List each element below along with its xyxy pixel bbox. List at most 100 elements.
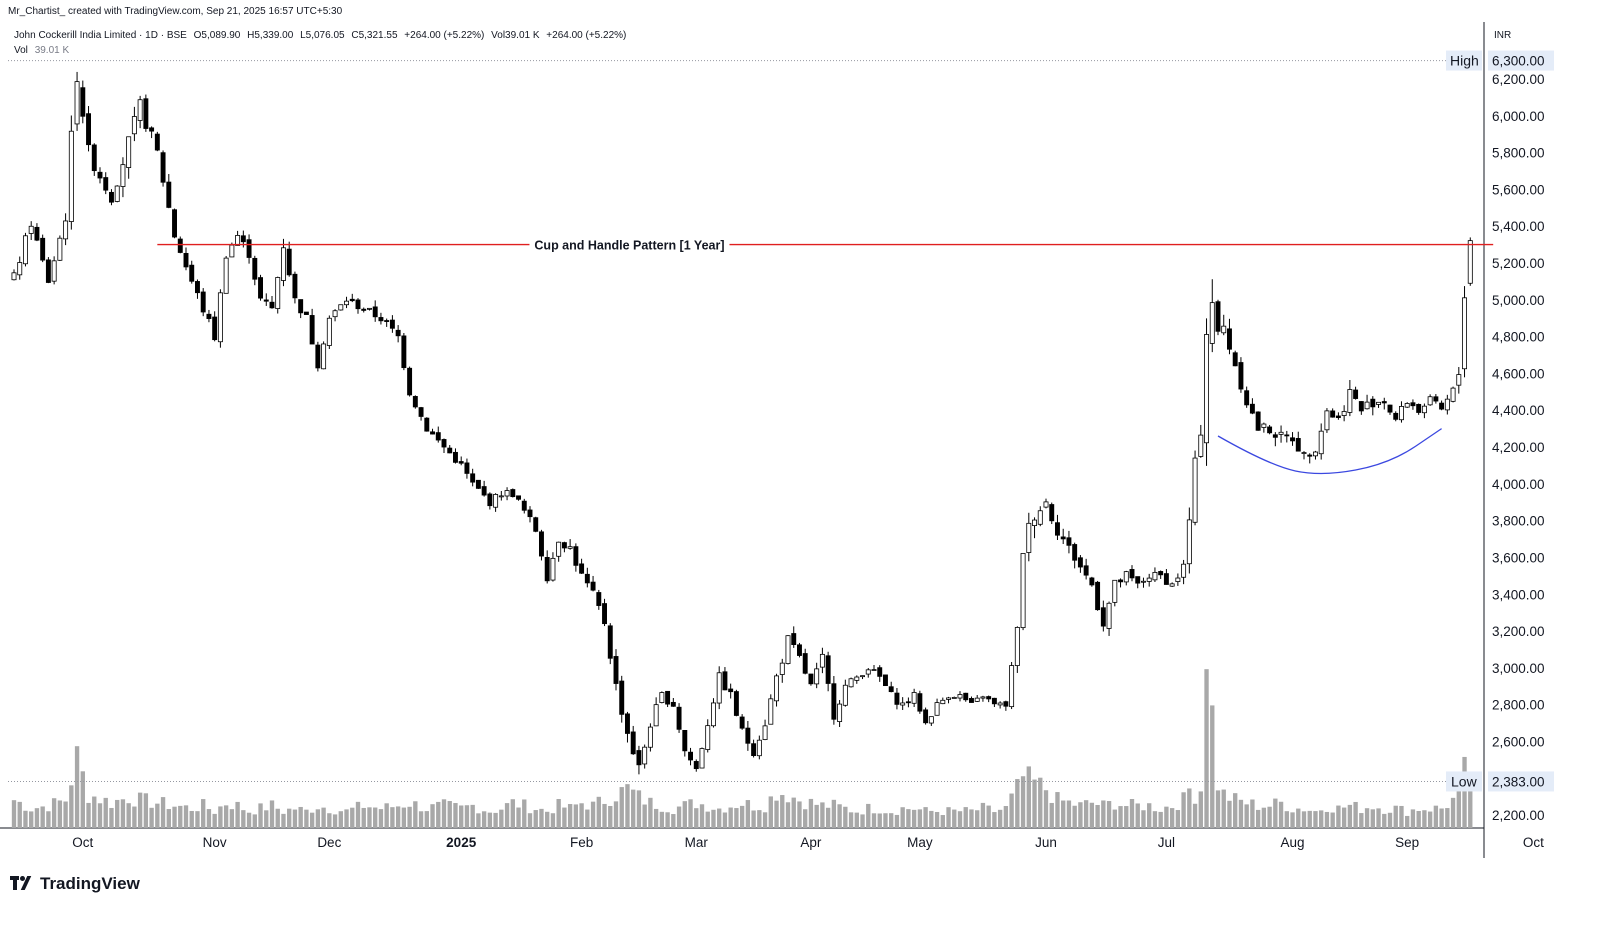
candle-up[interactable] [1404, 403, 1410, 408]
candle-up[interactable] [1376, 401, 1381, 405]
candle-down[interactable] [636, 750, 642, 766]
candle-down[interactable] [1267, 426, 1273, 434]
candle-down[interactable] [103, 177, 109, 191]
candle-down[interactable] [349, 298, 355, 302]
candle-down[interactable] [894, 692, 900, 705]
candle-up[interactable] [940, 699, 946, 705]
candle-down[interactable] [986, 696, 992, 700]
candle-up[interactable] [1198, 434, 1204, 457]
candle-down[interactable] [86, 113, 91, 146]
candle-down[interactable] [412, 396, 418, 408]
currency-label[interactable]: INR [1494, 30, 1512, 41]
candle-up[interactable] [848, 678, 854, 688]
candle-up[interactable] [17, 262, 23, 276]
candle-down[interactable] [808, 673, 814, 685]
candle-down[interactable] [1387, 404, 1393, 413]
candle-up[interactable] [229, 244, 235, 258]
candle-up[interactable] [556, 541, 562, 557]
candle-down[interactable] [584, 573, 590, 584]
candle-down[interactable] [212, 316, 218, 341]
candle-down[interactable] [269, 301, 275, 309]
candle-down[interactable] [1003, 701, 1009, 707]
candle-down[interactable] [464, 462, 470, 474]
candle-down[interactable] [1358, 401, 1364, 412]
candle-up[interactable] [68, 130, 74, 222]
candle-up[interactable] [785, 635, 791, 664]
candle-down[interactable] [1163, 573, 1169, 585]
candle-up[interactable] [951, 697, 957, 699]
candle-up[interactable] [768, 698, 774, 725]
candle-up[interactable] [1009, 665, 1015, 708]
candle-down[interactable] [384, 320, 390, 322]
candle-down[interactable] [481, 486, 487, 496]
candle-up[interactable] [332, 310, 338, 318]
candle-down[interactable] [1060, 536, 1066, 540]
candle-down[interactable] [1095, 581, 1101, 611]
candle-up[interactable] [865, 669, 871, 675]
candle-up[interactable] [974, 697, 980, 702]
candle-up[interactable] [705, 725, 711, 750]
candle-down[interactable] [172, 209, 177, 238]
candle-up[interactable] [1221, 325, 1227, 334]
candle-up[interactable] [1037, 510, 1043, 525]
candle-up[interactable] [120, 164, 126, 187]
candle-down[interactable] [1238, 362, 1244, 390]
candle-up[interactable] [699, 748, 705, 769]
candle-up[interactable] [1020, 553, 1026, 629]
candle-down[interactable] [1100, 607, 1106, 627]
candle-down[interactable] [487, 493, 493, 507]
candle-up[interactable] [1175, 577, 1181, 582]
candle-down[interactable] [441, 439, 447, 448]
candle-up[interactable] [281, 247, 286, 281]
candle-up[interactable] [779, 662, 785, 675]
candle-down[interactable] [395, 329, 401, 337]
candle-up[interactable] [1444, 398, 1450, 411]
candle-up[interactable] [1106, 602, 1112, 629]
candle-down[interactable] [34, 226, 40, 241]
candle-up[interactable] [1450, 387, 1456, 402]
candle-down[interactable] [475, 479, 481, 489]
candle-down[interactable] [355, 299, 361, 310]
candle-up[interactable] [1347, 389, 1353, 413]
candle-down[interactable] [802, 653, 808, 674]
candle-down[interactable] [573, 546, 579, 566]
candle-up[interactable] [23, 235, 28, 265]
candle-down[interactable] [676, 706, 682, 730]
candle-down[interactable] [969, 698, 974, 703]
candle-down[interactable] [298, 299, 304, 314]
candle-up[interactable] [1141, 580, 1146, 583]
candle-down[interactable] [286, 248, 292, 276]
candle-up[interactable] [1421, 405, 1427, 414]
candle-down[interactable] [183, 252, 189, 268]
candle-down[interactable] [1244, 390, 1250, 406]
candle-up[interactable] [1467, 240, 1473, 284]
candle-up[interactable] [1204, 334, 1209, 444]
candle-down[interactable] [292, 273, 298, 299]
candle-up[interactable] [756, 739, 762, 757]
candle-down[interactable] [453, 451, 458, 463]
candle-down[interactable] [1049, 504, 1055, 522]
candle-up[interactable] [326, 317, 332, 346]
candle-down[interactable] [166, 181, 172, 208]
candle-down[interactable] [1135, 576, 1141, 584]
candle-up[interactable] [1278, 431, 1284, 435]
candle-down[interactable] [1129, 569, 1135, 579]
candle-down[interactable] [1232, 352, 1238, 367]
candle-down[interactable] [435, 432, 441, 441]
candle-up[interactable] [716, 672, 722, 704]
candle-up[interactable] [842, 684, 848, 706]
candle-up[interactable] [28, 225, 34, 234]
candle-down[interactable] [1255, 411, 1261, 431]
candle-down[interactable] [149, 127, 155, 132]
candle-down[interactable] [1393, 412, 1399, 420]
candle-down[interactable] [596, 592, 602, 606]
candle-up[interactable] [1043, 501, 1049, 508]
candle-up[interactable] [74, 81, 80, 125]
candle-down[interactable] [418, 407, 424, 417]
candle-down[interactable] [607, 625, 613, 659]
candle-up[interactable] [11, 272, 17, 281]
candle-up[interactable] [114, 185, 120, 202]
candle-up[interactable] [223, 257, 229, 294]
candle-down[interactable] [888, 686, 894, 693]
candle-down[interactable] [516, 495, 521, 500]
